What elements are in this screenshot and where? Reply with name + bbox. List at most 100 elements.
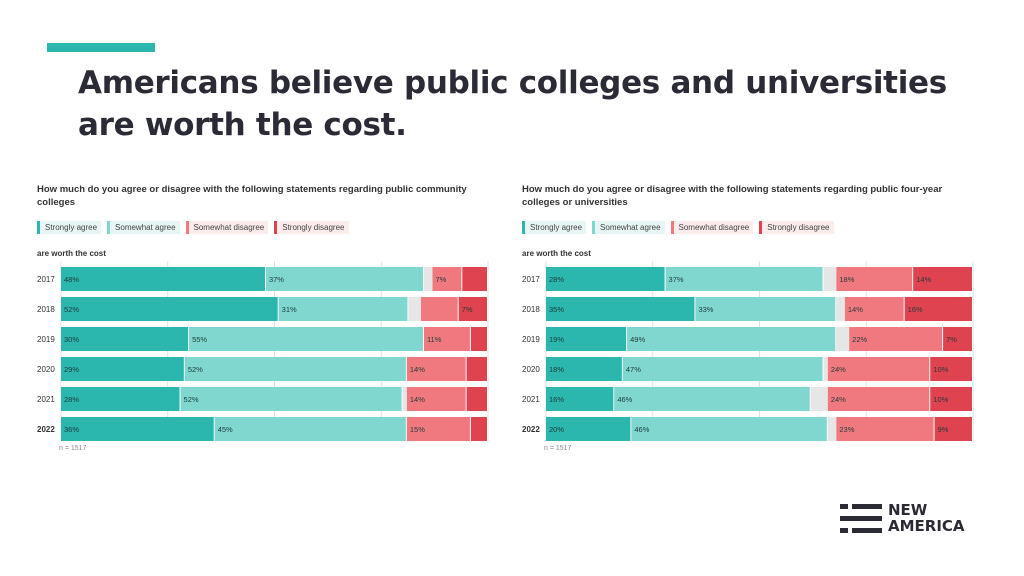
segment-divider <box>487 327 488 351</box>
bar-somewhat-disagree <box>423 327 471 351</box>
chart-community-colleges: How much do you agree or disagree with t… <box>37 183 492 458</box>
chart-subtitle: are worth the cost <box>522 249 591 258</box>
bar-somewhat-disagree <box>836 417 935 441</box>
legend-somewhat-agree: Somewhat agree <box>592 221 665 234</box>
segment-divider <box>487 387 488 411</box>
segment-divider <box>401 387 403 411</box>
bar-somewhat-disagree <box>421 297 459 321</box>
data-label: 48% <box>64 275 79 284</box>
data-label: 7% <box>435 275 446 284</box>
segment-divider <box>903 297 905 321</box>
segment-divider <box>972 417 973 441</box>
bar-somewhat-agree <box>627 327 837 351</box>
data-label: 14% <box>916 275 931 284</box>
segment-divider <box>405 417 407 441</box>
year-label: 2022 <box>37 425 55 434</box>
data-label: 7% <box>946 335 957 344</box>
bar-strongly-disagree <box>470 417 488 441</box>
data-label: 7% <box>462 305 473 314</box>
data-label: 14% <box>848 305 863 314</box>
data-label: 45% <box>218 425 233 434</box>
bar-somewhat-disagree <box>849 327 944 351</box>
logo-line-2: AMERICA <box>888 517 965 535</box>
year-label: 2021 <box>522 395 540 404</box>
bar-gap-segment <box>836 297 845 321</box>
legend-somewhat-disagree: Somewhat disagree <box>185 221 269 234</box>
bar-somewhat-agree <box>265 267 424 291</box>
bar-somewhat-agree <box>278 297 409 321</box>
bar-strongly-agree <box>546 327 628 351</box>
bar-strongly-agree <box>61 327 190 351</box>
data-label: 28% <box>549 275 564 284</box>
bar-somewhat-agree <box>214 417 407 441</box>
data-label: 37% <box>269 275 284 284</box>
bar-strongly-agree <box>61 267 266 291</box>
data-label: 9% <box>938 425 949 434</box>
data-label: 36% <box>64 425 79 434</box>
segment-divider <box>972 297 973 321</box>
bar-strongly-disagree <box>904 297 973 321</box>
new-america-logo: NEW AMERICA <box>840 502 970 537</box>
data-label: 55% <box>192 335 207 344</box>
bar-somewhat-disagree <box>827 387 931 411</box>
bar-strongly-disagree <box>913 267 973 291</box>
year-label: 2022 <box>522 425 540 434</box>
bar-somewhat-agree <box>189 327 424 351</box>
segment-divider <box>264 267 266 291</box>
accent-bar <box>47 43 155 52</box>
data-label: 15% <box>410 425 425 434</box>
bar-somewhat-agree <box>180 387 403 411</box>
data-label: 49% <box>630 335 645 344</box>
year-label: 2021 <box>37 395 55 404</box>
sample-size-note: n = 1517 <box>59 445 87 452</box>
segment-divider <box>809 387 811 411</box>
bar-strongly-disagree <box>470 327 488 351</box>
bar-somewhat-agree <box>631 417 828 441</box>
bar-gap-segment <box>408 297 422 321</box>
year-label: 2017 <box>37 275 55 284</box>
bar-strongly-disagree <box>462 267 488 291</box>
bar-strongly-disagree <box>458 297 488 321</box>
bar-strongly-agree <box>61 387 181 411</box>
year-label: 2019 <box>522 335 540 344</box>
chart-question: How much do you agree or disagree with t… <box>37 184 467 208</box>
data-label: 20% <box>549 425 564 434</box>
segment-divider <box>188 327 190 351</box>
year-label: 2020 <box>37 365 55 374</box>
bar-somewhat-agree <box>665 267 824 291</box>
data-label: 37% <box>669 275 684 284</box>
bar-somewhat-disagree <box>827 357 931 381</box>
data-label: 29% <box>64 365 79 374</box>
bar-gap-segment <box>827 417 837 441</box>
segment-divider <box>912 267 914 291</box>
year-label: 2018 <box>37 305 55 314</box>
segment-divider <box>972 267 973 291</box>
data-label: 46% <box>617 395 632 404</box>
segment-divider <box>422 327 424 351</box>
data-label: 14% <box>410 365 425 374</box>
data-label: 47% <box>626 365 641 374</box>
segment-divider <box>213 417 215 441</box>
bar-somewhat-agree <box>184 357 407 381</box>
sample-size-note: n = 1517 <box>544 445 572 452</box>
year-label: 2019 <box>37 335 55 344</box>
data-label: 31% <box>282 305 297 314</box>
segment-divider <box>469 417 471 441</box>
data-label: 10% <box>933 395 948 404</box>
data-label: 16% <box>908 305 923 314</box>
data-label: 22% <box>852 335 867 344</box>
bar-gap-segment <box>823 357 828 381</box>
bar-strongly-agree <box>546 357 623 381</box>
segment-divider <box>461 267 463 291</box>
data-label: 52% <box>188 365 203 374</box>
data-label: 24% <box>831 365 846 374</box>
data-label: 23% <box>839 425 854 434</box>
legend-somewhat-agree: Somewhat agree <box>107 221 180 234</box>
data-label: 28% <box>64 395 79 404</box>
bar-somewhat-disagree <box>406 417 471 441</box>
segment-divider <box>626 327 628 351</box>
bar-strongly-agree <box>61 357 185 381</box>
segment-divider <box>487 417 488 441</box>
chart-question: How much do you agree or disagree with t… <box>522 184 943 208</box>
data-label: 18% <box>549 365 564 374</box>
